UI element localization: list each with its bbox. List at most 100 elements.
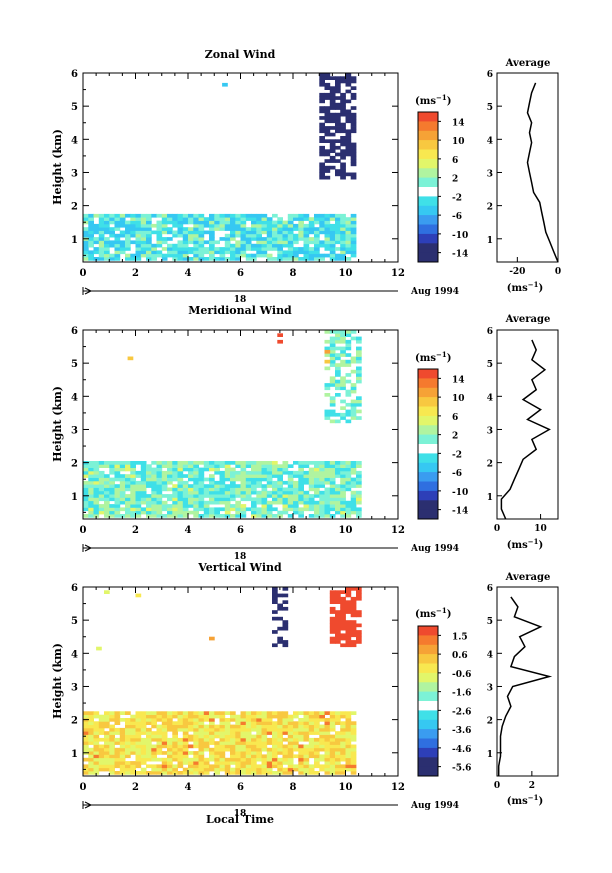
heat-cell — [293, 500, 299, 505]
heat-cell — [287, 494, 294, 498]
heat-cell — [340, 724, 346, 729]
heat-cell — [177, 757, 184, 762]
heat-cell — [272, 587, 278, 591]
heat-cell — [109, 724, 115, 729]
heat-cell — [114, 741, 121, 745]
heat-cell — [266, 507, 273, 512]
heat-cell — [198, 727, 205, 732]
meridional-wind-panel: Meridional Wind Height (km) 0 2 4 6 8 10 12123… — [51, 304, 559, 562]
heat-cell — [329, 102, 336, 107]
heat-cell — [293, 227, 299, 231]
heat-cell — [193, 718, 199, 722]
heat-cell — [240, 253, 247, 258]
colorbar-tick-label: -0.6 — [452, 670, 471, 680]
heat-cell — [109, 767, 115, 772]
heat-cell — [335, 633, 341, 638]
heat-cell — [314, 470, 320, 475]
x-tick-label: 6 — [237, 525, 244, 536]
heat-cell — [214, 217, 220, 221]
heat-cell — [324, 721, 331, 725]
heat-cell — [261, 230, 268, 235]
colorbar-swatch — [418, 140, 438, 150]
heat-cell — [203, 461, 210, 465]
heat-cell — [130, 217, 136, 221]
heat-cell — [277, 731, 283, 735]
heat-cell — [350, 464, 357, 468]
heat-cell — [230, 470, 236, 475]
heat-cell — [303, 243, 310, 248]
heat-cell — [104, 257, 110, 261]
heat-cell — [219, 761, 226, 765]
heat-cell — [151, 243, 157, 248]
heat-cell — [282, 718, 289, 722]
heat-cell — [188, 474, 194, 478]
heat-cell — [219, 731, 226, 735]
heat-cell — [340, 142, 346, 147]
heat-cell — [245, 217, 252, 221]
heat-cell — [130, 470, 136, 475]
heat-cell — [182, 490, 189, 495]
heat-cell — [308, 227, 315, 231]
heat-cell — [350, 626, 357, 631]
heat-cell — [167, 461, 173, 465]
heat-cell — [287, 507, 294, 512]
average-y-tick-label: 4 — [487, 650, 493, 660]
heat-cell — [177, 487, 184, 492]
heat-cell — [130, 731, 136, 735]
heat-cell — [345, 139, 352, 143]
heat-cell — [287, 213, 294, 218]
heat-cell — [230, 467, 236, 472]
heat-cell — [209, 237, 215, 241]
heat-cell — [245, 461, 252, 465]
heat-cell — [340, 250, 346, 255]
heat-cell — [245, 754, 252, 759]
heat-cell — [298, 500, 304, 505]
heat-cell — [156, 771, 163, 775]
heat-cell — [98, 731, 105, 735]
heat-cell — [277, 603, 283, 608]
heat-cell — [308, 470, 315, 475]
heat-cell — [198, 751, 205, 755]
heat-cell — [156, 233, 163, 238]
panel-title: Zonal Wind — [205, 48, 276, 61]
heat-cell — [161, 741, 168, 745]
heat-cell — [135, 253, 142, 258]
heat-cell — [109, 761, 115, 765]
heat-cell — [345, 757, 352, 762]
colorbar-swatch — [418, 490, 438, 501]
heat-cell — [272, 747, 278, 752]
heat-cell — [287, 490, 294, 495]
heat-cell — [293, 240, 299, 245]
heat-cell — [356, 366, 362, 371]
heat-cell — [298, 731, 304, 735]
heat-cell — [224, 744, 231, 749]
heat-cell — [277, 230, 283, 235]
heat-cell — [240, 761, 247, 765]
heat-cell — [146, 744, 152, 749]
x-tick-label: 6 — [237, 782, 244, 793]
heat-cell — [287, 727, 294, 732]
heat-cell — [319, 711, 325, 715]
heat-cell — [329, 99, 336, 104]
heat-cell — [329, 92, 336, 97]
heat-cell — [245, 497, 252, 502]
heat-cell — [161, 247, 168, 251]
heat-cell — [319, 464, 325, 468]
heat-cell — [240, 514, 247, 518]
heat-cell — [329, 480, 336, 485]
heat-cell — [345, 711, 352, 715]
heat-cell — [245, 761, 252, 765]
heat-cell — [314, 761, 320, 765]
heat-cell — [167, 477, 173, 482]
heat-cell — [272, 643, 278, 648]
heat-cell — [114, 761, 121, 765]
heat-cell — [324, 339, 331, 344]
heat-cell — [98, 747, 105, 752]
heat-cell — [319, 79, 325, 84]
heat-cell — [198, 253, 205, 258]
heat-cell — [151, 487, 157, 492]
heat-cell — [104, 484, 110, 488]
heat-cell — [224, 227, 231, 231]
heat-cell — [198, 467, 205, 472]
